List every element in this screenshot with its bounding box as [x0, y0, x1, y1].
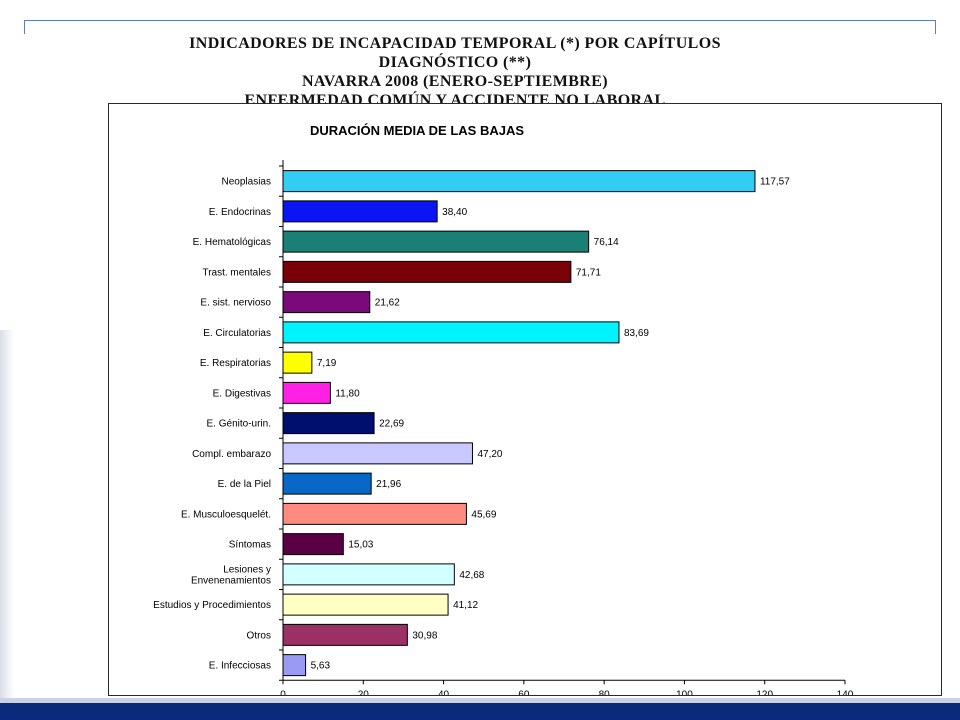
header-line-1: INDICADORES DE INCAPACIDAD TEMPORAL (*) …	[189, 35, 721, 52]
bar-value-label: 71,71	[576, 267, 601, 278]
left-edge-shade	[0, 330, 14, 700]
bar-value-label: 5,63	[311, 661, 331, 672]
bar	[282, 260, 572, 283]
category-label: E. Endocrinas	[209, 207, 271, 218]
bar-value-label: 30,98	[412, 630, 437, 641]
category-label: Lesiones y	[223, 564, 271, 575]
bar-value-label: 117,57	[760, 177, 790, 188]
chart-frame: DURACIÓN MEDIA DE LAS BAJAS 0 20 40 60 80 100…	[108, 103, 942, 700]
bar	[282, 472, 372, 495]
x-tick-label: 20	[358, 689, 370, 695]
bar	[282, 351, 313, 374]
x-tick-label: 120	[756, 689, 773, 695]
bar	[282, 623, 408, 646]
bar	[282, 412, 375, 435]
bar	[282, 533, 344, 556]
x-tick-label: 100	[676, 689, 693, 695]
bar-value-label: 21,96	[376, 479, 401, 490]
category-label: E. Hematológicas	[193, 237, 271, 248]
bar	[282, 502, 467, 525]
bar	[282, 230, 590, 253]
bar-value-label: 7,19	[317, 358, 337, 369]
slide-header: INDICADORES DE INCAPACIDAD TEMPORAL (*) …	[40, 34, 870, 110]
header-line-2: DIAGNÓSTICO (**)	[378, 54, 532, 71]
x-tick-label: 60	[518, 689, 530, 695]
bar	[282, 442, 473, 465]
x-tick-label: 40	[438, 689, 450, 695]
bar	[282, 593, 449, 616]
x-tick-label: 140	[837, 689, 854, 695]
bar-chart: DURACIÓN MEDIA DE LAS BAJAS 0 20 40 60 80 100…	[153, 123, 854, 700]
category-label: E. de la Piel	[218, 479, 271, 490]
category-label: E. Musculoesquelét.	[181, 509, 271, 520]
x-tick-label: 80	[599, 689, 611, 695]
category-label: Neoplasias	[222, 177, 271, 188]
bar-value-label: 42,68	[459, 570, 484, 581]
category-label: E. Digestivas	[213, 388, 271, 399]
bar	[282, 563, 455, 586]
top-rule-left-tick	[24, 20, 25, 34]
category-label: E. Infecciosas	[209, 661, 271, 672]
category-label: Síntomas	[229, 540, 271, 551]
category-label: E. Respiratorias	[200, 358, 271, 369]
chart-title: DURACIÓN MEDIA DE LAS BAJAS	[310, 123, 524, 138]
bar-value-label: 41,12	[453, 600, 478, 611]
bar-value-label: 76,14	[594, 237, 619, 248]
bar-value-label: 83,69	[624, 328, 649, 339]
top-rule-right-tick	[935, 20, 936, 34]
category-label: E. sist. nervioso	[200, 298, 271, 309]
category-label: E. Circulatorias	[203, 328, 271, 339]
footer-bar	[0, 703, 960, 720]
bar-value-label: 45,69	[471, 509, 496, 520]
bar-value-label: 47,20	[477, 449, 502, 460]
bar	[282, 170, 756, 193]
top-rule	[24, 20, 936, 21]
category-label: Otros	[247, 630, 271, 641]
category-label: Compl. embarazo	[192, 449, 271, 460]
category-label: Trast. mentales	[202, 267, 271, 278]
bar	[282, 321, 620, 344]
x-tick-label: 0	[280, 689, 286, 695]
category-label: Estudios y Procedimientos	[153, 600, 271, 611]
bar	[282, 291, 371, 314]
bar	[282, 200, 438, 223]
bar-value-label: 11,80	[335, 388, 360, 399]
bar-value-label: 22,69	[379, 419, 404, 430]
bar	[282, 654, 307, 677]
category-label: Envenenamientos	[191, 575, 271, 586]
bar-value-label: 21,62	[375, 298, 400, 309]
category-label: E. Génito-urin.	[207, 419, 271, 430]
bar-value-label: 15,03	[348, 540, 373, 551]
header-line-3: NAVARRA 2008 (ENERO-SEPTIEMBRE)	[301, 73, 609, 90]
bar-value-label: 38,40	[442, 207, 467, 218]
footer-bar-highlight	[0, 698, 960, 703]
bar	[282, 381, 331, 404]
